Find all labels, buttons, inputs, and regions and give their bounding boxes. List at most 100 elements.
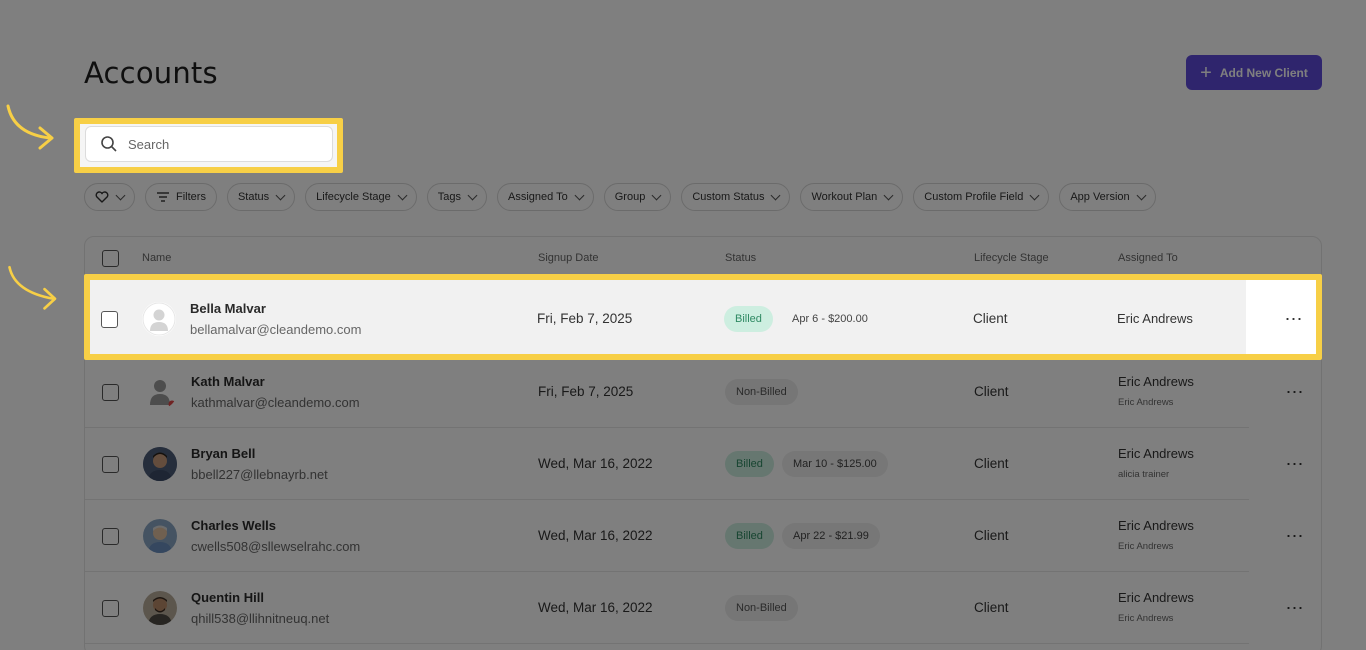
- highlighted-table-row[interactable]: Bella Malvar bellamalvar@cleandemo.com F…: [84, 274, 1322, 360]
- assigned-to: Eric Andrews: [1118, 590, 1194, 605]
- client-name[interactable]: Charles Wells: [191, 518, 277, 533]
- pointer-arrow-icon: [8, 265, 57, 310]
- client-email: bellamalvar@cleandemo.com: [190, 322, 362, 337]
- chevron-down-icon: [275, 190, 286, 200]
- chevron-down-icon: [467, 190, 478, 200]
- avatar: [143, 519, 177, 553]
- search-icon: [101, 136, 117, 152]
- page-title: Accounts: [84, 56, 218, 90]
- lifecycle-stage: Client: [973, 311, 1008, 326]
- select-all-checkbox[interactable]: [102, 250, 119, 267]
- assigned-to-sub: Eric Andrews: [1118, 613, 1174, 624]
- assigned-to: Eric Andrews: [1118, 518, 1194, 533]
- custom-profile-field-filter[interactable]: Custom Profile Field: [913, 183, 1050, 211]
- app-version-filter[interactable]: App Version: [1059, 183, 1156, 211]
- client-name[interactable]: Bella Malvar: [190, 301, 266, 316]
- row-checkbox[interactable]: [102, 384, 119, 401]
- tags-filter-label: Tags: [437, 191, 461, 203]
- table-row[interactable]: Charles Wells cwells508@sllewselrahc.com…: [85, 500, 1304, 572]
- group-filter-label: Group: [614, 191, 646, 203]
- row-actions-area: [1246, 280, 1316, 354]
- more-options-icon[interactable]: ⋯: [1285, 381, 1305, 402]
- chevron-down-icon: [771, 190, 781, 200]
- assigned-filter-label: Assigned To: [508, 191, 568, 203]
- chevron-down-icon: [1136, 190, 1147, 200]
- client-email: cwells508@sllewselrahc.com: [191, 539, 361, 554]
- pointer-arrow-icon: [6, 104, 54, 150]
- billing-amount-badge: Apr 6 - $200.00: [781, 306, 879, 332]
- plus-icon: +: [1200, 61, 1212, 84]
- signup-date: Fri, Feb 7, 2025: [538, 384, 634, 399]
- client-name[interactable]: Kath Malvar: [191, 374, 265, 389]
- client-email: bbell227@llebnayrb.net: [191, 467, 328, 482]
- status-filter-label: Status: [237, 191, 270, 203]
- workout-plan-filter[interactable]: Workout Plan: [800, 183, 904, 211]
- assigned-to-filter[interactable]: Assigned To: [497, 183, 594, 211]
- custom-profile-filter-label: Custom Profile Field: [924, 191, 1024, 203]
- more-options-icon[interactable]: ⋯: [1285, 525, 1305, 546]
- billing-amount-badge: Apr 22 - $21.99: [782, 523, 880, 549]
- lifecycle-stage: Client: [974, 528, 1009, 543]
- chevron-down-icon: [574, 190, 585, 200]
- app-version-filter-label: App Version: [1070, 191, 1130, 203]
- default-avatar-icon: [150, 380, 176, 408]
- add-new-client-label: Add New Client: [1219, 65, 1308, 80]
- assigned-to-sub: alicia trainer: [1118, 469, 1170, 480]
- chevron-down-icon: [1029, 190, 1040, 200]
- chevron-down-icon: [115, 190, 126, 200]
- filter-lines-icon: [157, 192, 169, 202]
- lifecycle-stage: Client: [974, 600, 1009, 615]
- user-photo-icon: [143, 519, 177, 553]
- default-avatar-icon: [142, 302, 176, 336]
- status-badge: Billed: [724, 306, 773, 332]
- group-filter[interactable]: Group: [603, 183, 672, 211]
- row-checkbox[interactable]: [102, 528, 119, 545]
- column-status: Status: [725, 252, 757, 264]
- column-signup-date: Signup Date: [538, 252, 599, 264]
- table-row[interactable]: Kath Malvar kathmalvar@cleandemo.com Fri…: [85, 356, 1304, 428]
- tags-filter[interactable]: Tags: [426, 183, 487, 211]
- more-options-icon[interactable]: ⋯: [1285, 597, 1305, 618]
- signup-date: Fri, Feb 7, 2025: [537, 311, 633, 326]
- custom-status-filter[interactable]: Custom Status: [681, 183, 791, 211]
- column-name: Name: [142, 252, 172, 264]
- status-filter[interactable]: Status: [226, 183, 296, 211]
- signup-date: Wed, Mar 16, 2022: [538, 600, 653, 615]
- row-background: [90, 280, 1316, 354]
- more-options-icon[interactable]: ⋯: [1285, 453, 1305, 474]
- avatar: [143, 375, 177, 409]
- row-checkbox[interactable]: [102, 456, 119, 473]
- column-lifecycle-stage: Lifecycle Stage: [974, 252, 1049, 264]
- avatar: [143, 591, 177, 625]
- chevron-down-icon: [651, 190, 662, 200]
- assigned-to-sub: Eric Andrews: [1118, 541, 1174, 552]
- table-row[interactable]: Quentin Hill qhill538@llihnitneuq.net We…: [85, 572, 1304, 644]
- assigned-to: Eric Andrews: [1118, 446, 1194, 461]
- signup-date: Wed, Mar 16, 2022: [538, 528, 653, 543]
- favorites-filter[interactable]: [84, 183, 135, 211]
- filters-button[interactable]: Filters: [145, 183, 217, 211]
- lifecycle-stage-filter[interactable]: Lifecycle Stage: [305, 183, 417, 211]
- client-email: kathmalvar@cleandemo.com: [191, 395, 360, 410]
- client-name[interactable]: Quentin Hill: [191, 590, 264, 605]
- status-badge: Billed: [725, 523, 774, 549]
- row-checkbox[interactable]: [101, 311, 118, 328]
- chevron-down-icon: [883, 190, 894, 200]
- table-row[interactable]: Bryan Bell bbell227@llebnayrb.net Wed, M…: [85, 428, 1304, 500]
- billing-amount-badge: Mar 10 - $125.00: [782, 451, 888, 477]
- add-new-client-button[interactable]: + Add New Client: [1186, 55, 1322, 90]
- filter-bar: Filters Status Lifecycle Stage Tags Assi…: [84, 183, 1156, 213]
- avatar: [143, 447, 177, 481]
- more-options-icon[interactable]: ⋯: [1284, 308, 1304, 329]
- chevron-down-icon: [397, 190, 408, 200]
- row-checkbox[interactable]: [102, 600, 119, 617]
- search-input-highlighted[interactable]: [128, 136, 308, 152]
- workout-plan-filter-label: Workout Plan: [811, 191, 878, 203]
- avatar: [142, 302, 176, 336]
- status-badge: Billed: [725, 451, 774, 477]
- assigned-to: Eric Andrews: [1117, 311, 1193, 326]
- user-photo-icon: [143, 591, 177, 625]
- filters-label: Filters: [176, 191, 206, 203]
- client-name[interactable]: Bryan Bell: [191, 446, 256, 461]
- lifecycle-stage: Client: [974, 384, 1009, 399]
